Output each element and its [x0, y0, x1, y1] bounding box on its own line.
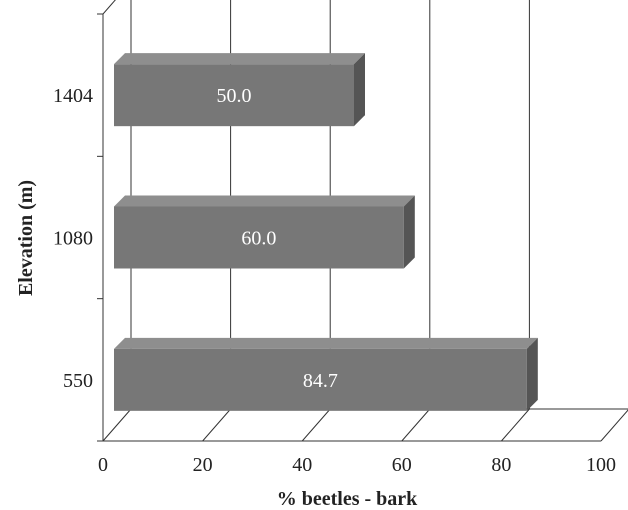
- bar-value-label-550: 84.7: [303, 370, 338, 392]
- x-tick-label-80: 80: [491, 454, 511, 476]
- x-tick-label-0: 0: [98, 454, 108, 476]
- y-tick-label-1080: 1080: [53, 228, 93, 250]
- y-tick-label-550: 550: [63, 370, 93, 392]
- x-tick-label-100: 100: [586, 454, 616, 476]
- x-tick-label-60: 60: [392, 454, 412, 476]
- floor-line-x-0: [102, 408, 132, 442]
- floor-line-x-60: [401, 408, 431, 442]
- bar-front-550: [114, 348, 527, 411]
- bar-front-1404: [114, 64, 354, 127]
- bar-value-label-1080: 60.0: [241, 228, 276, 250]
- x-axis-title: % beetles - bark: [277, 488, 418, 510]
- floor-line-x-20: [202, 408, 231, 442]
- bar-side-1404: [354, 53, 365, 127]
- bar-side-550: [526, 337, 538, 411]
- bar-value-label-1404: 50.0: [217, 85, 252, 107]
- bars: [114, 53, 538, 411]
- floor-line-x-80: [501, 408, 530, 442]
- bar-top-1080: [114, 195, 415, 207]
- bar-side-1080: [403, 195, 415, 269]
- y-tick-label-1404: 1404: [53, 85, 93, 107]
- side-wall-top-edge: [102, 0, 116, 15]
- bar-1080: [114, 195, 415, 269]
- bar-top-1404: [114, 53, 365, 65]
- floor-line-x-40: [301, 408, 331, 442]
- floor-line-x-100: [600, 409, 628, 442]
- bar-550: [114, 337, 538, 411]
- x-tick-label-20: 20: [193, 454, 213, 476]
- bar-1404: [114, 53, 365, 127]
- x-tick-label-40: 40: [292, 454, 312, 476]
- labels: 0 20 40 60 80 100 50.0 1404 60.0 1080 84.7 550: [53, 85, 616, 476]
- bar-top-550: [114, 337, 538, 349]
- y-axis-title: Elevation (m): [15, 180, 37, 296]
- bar-front-1080: [114, 206, 404, 269]
